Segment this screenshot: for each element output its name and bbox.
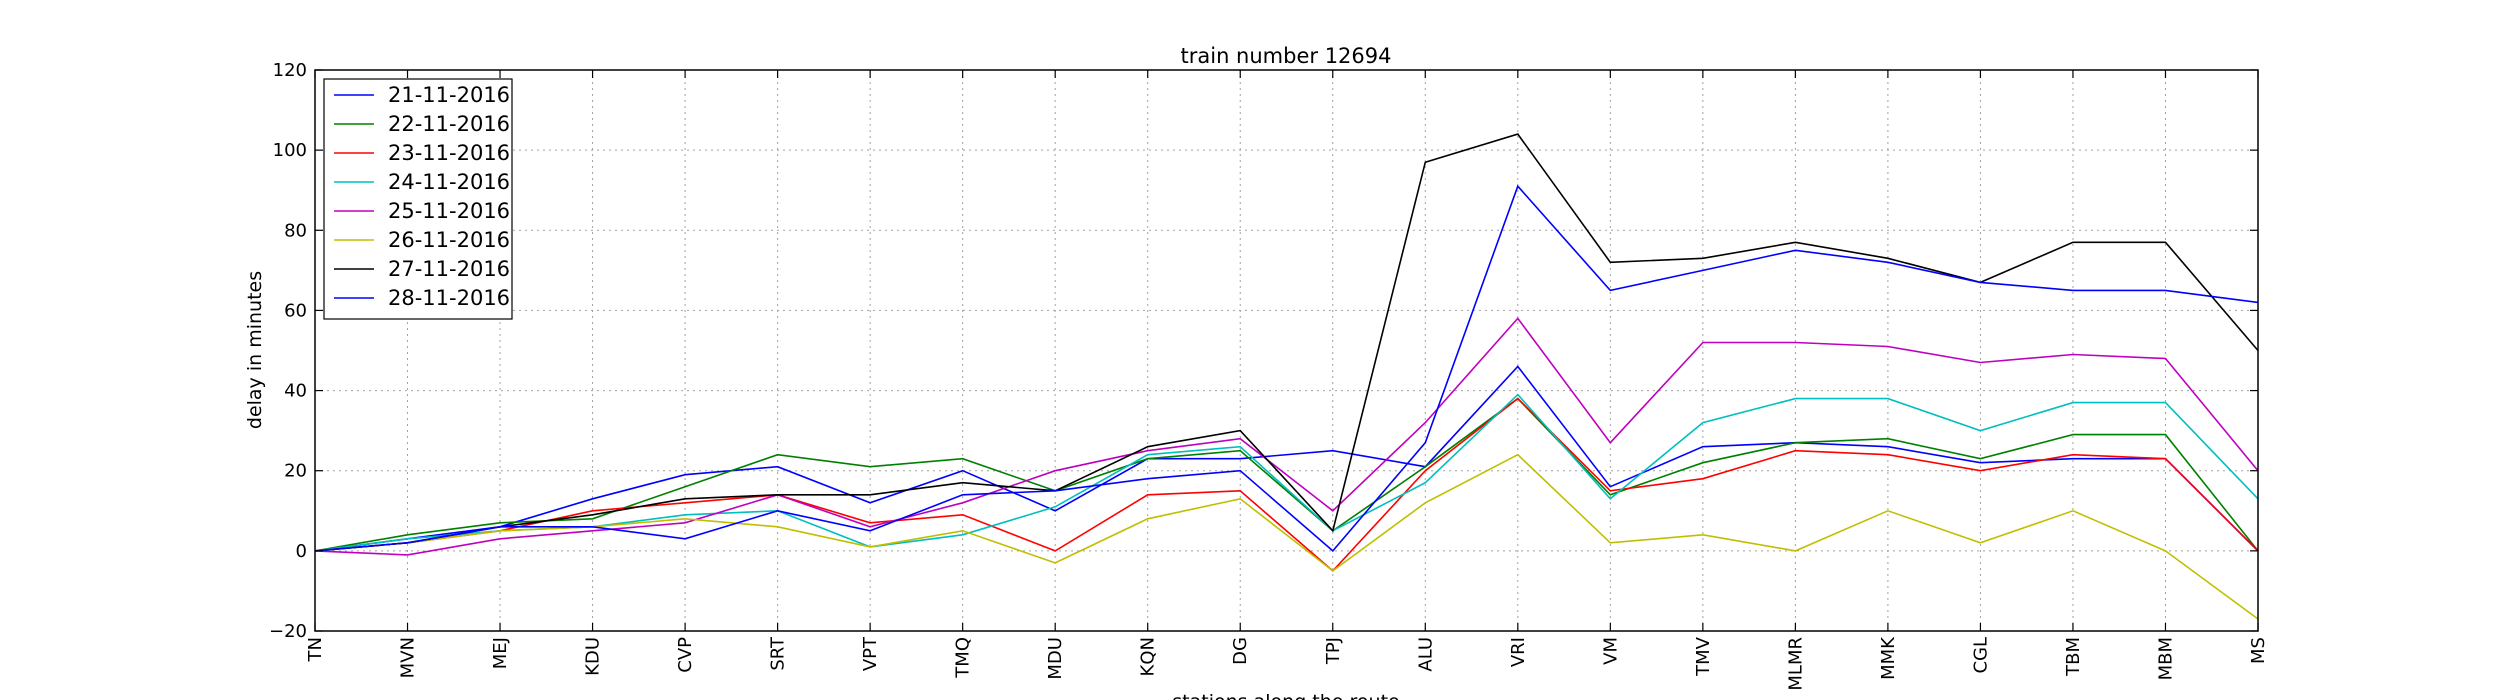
y-tick-label: 100 bbox=[273, 140, 307, 161]
x-tick-label: MMK bbox=[1878, 636, 1899, 680]
y-tick-label: 40 bbox=[284, 381, 307, 402]
x-tick-label: MBM bbox=[2155, 637, 2176, 680]
x-tick-label: MEJ bbox=[490, 637, 511, 669]
y-tick-label: 0 bbox=[296, 541, 307, 562]
series-lines bbox=[314, 133, 2259, 620]
x-tick-label: KQN bbox=[1138, 637, 1159, 676]
x-tick-label: VRI bbox=[1508, 637, 1529, 667]
series-line-24-11-2016 bbox=[314, 393, 2259, 552]
x-tick-label: CVP bbox=[675, 637, 696, 673]
series-line-26-11-2016 bbox=[314, 453, 2259, 620]
x-axis-title: stations along the route bbox=[1172, 691, 1399, 700]
x-tick-label: ALU bbox=[1415, 637, 1436, 672]
x-tick-label: MVN bbox=[398, 637, 419, 678]
x-tick-label: TMV bbox=[1693, 636, 1714, 677]
x-tick-label: VM bbox=[1600, 637, 1621, 665]
series-line-21-11-2016 bbox=[314, 365, 2259, 552]
legend-label: 27-11-2016 bbox=[388, 257, 510, 281]
y-tick-label: 80 bbox=[284, 220, 307, 241]
x-tick-label: MS bbox=[2248, 637, 2269, 664]
x-tick-label: DG bbox=[1230, 637, 1251, 665]
series-line-28-11-2016 bbox=[314, 184, 2259, 553]
legend-label: 21-11-2016 bbox=[388, 83, 510, 107]
x-tick-label: SRT bbox=[768, 636, 789, 671]
y-tick-label: 60 bbox=[284, 300, 307, 321]
series-line-27-11-2016 bbox=[314, 133, 2259, 552]
x-tick-label: KDU bbox=[583, 637, 604, 676]
plot-frame bbox=[314, 69, 2259, 632]
x-tick-label: TMQ bbox=[953, 637, 974, 679]
series-line-25-11-2016 bbox=[314, 317, 2259, 556]
legend-box bbox=[323, 78, 513, 320]
x-tick-label: TN bbox=[305, 637, 326, 662]
legend-label: 23-11-2016 bbox=[388, 141, 510, 165]
legend: 21-11-2016 22-11-2016 23-11-2016 24-11-2016… bbox=[323, 78, 513, 320]
axis-ticks: −20 0 20 40 60 80 100 120 TN MVN MEJ KDU CVP SRT VPT TM… bbox=[269, 60, 2269, 691]
legend-label: 22-11-2016 bbox=[388, 112, 510, 136]
x-tick-label: CGL bbox=[1970, 637, 1991, 674]
legend-label: 26-11-2016 bbox=[388, 228, 510, 252]
x-tick-label: MDU bbox=[1045, 637, 1066, 680]
y-axis-title: delay in minutes bbox=[244, 271, 266, 429]
chart-title: train number 12694 bbox=[1181, 44, 1392, 68]
x-tick-label: MLMR bbox=[1785, 637, 1806, 691]
y-tick-label: 20 bbox=[284, 461, 307, 482]
x-tick-label: TPJ bbox=[1323, 637, 1344, 665]
legend-label: 28-11-2016 bbox=[388, 286, 510, 310]
y-tick-label: −20 bbox=[269, 621, 307, 642]
y-tick-label: 120 bbox=[273, 60, 307, 81]
x-tick-label: VPT bbox=[860, 636, 881, 671]
x-tick-label: TBM bbox=[2063, 637, 2084, 677]
legend-label: 24-11-2016 bbox=[388, 170, 510, 194]
series-line-22-11-2016 bbox=[314, 397, 2259, 552]
legend-label: 25-11-2016 bbox=[388, 199, 510, 223]
